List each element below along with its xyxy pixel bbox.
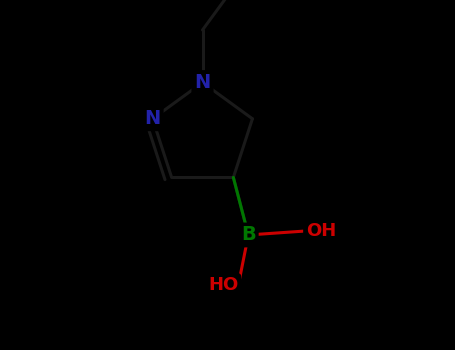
Text: N: N: [194, 73, 211, 92]
Text: OH: OH: [306, 222, 336, 240]
Text: B: B: [241, 225, 256, 244]
Text: N: N: [144, 109, 161, 128]
Text: HO: HO: [208, 276, 238, 294]
